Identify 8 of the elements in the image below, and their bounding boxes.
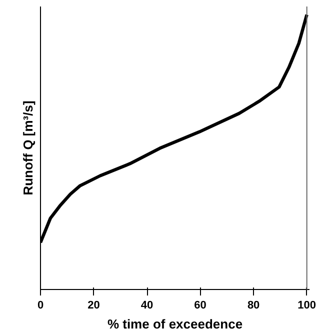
x-tick-label: 0 <box>37 300 44 312</box>
x-tick-label: 100 <box>298 300 316 312</box>
x-tick-label: 20 <box>88 300 100 312</box>
x-tick-label: 40 <box>140 300 154 312</box>
y-axis-title: Runoff Q [m³/s] <box>20 100 36 196</box>
x-tick-label: 80 <box>247 300 260 312</box>
x-axis-title: % time of exceedence <box>107 316 243 332</box>
x-tick-label: 60 <box>194 300 206 312</box>
